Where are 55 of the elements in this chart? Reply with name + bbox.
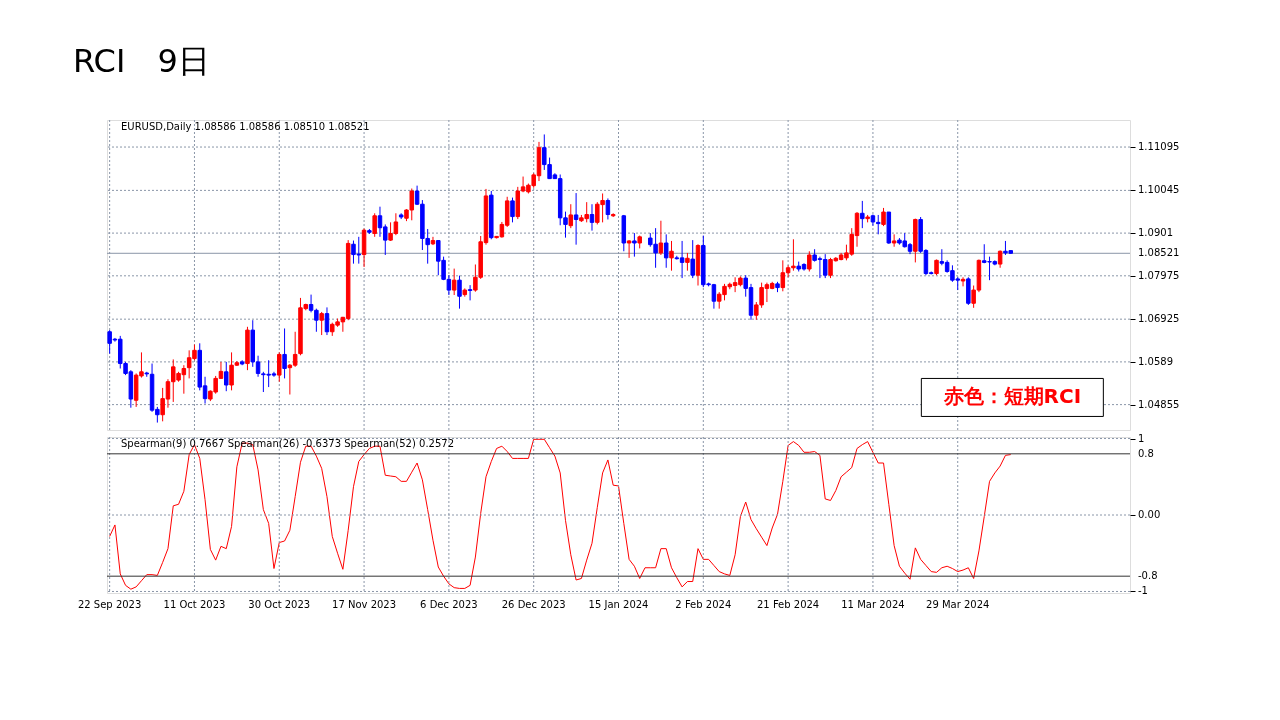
candlestick — [457, 275, 462, 310]
candlestick — [467, 284, 473, 301]
candlestick — [822, 253, 828, 279]
annotation: Spearman(9) 0.7667 Spearman(26) -0.6373 Spearman(52) 0.2572 — [121, 438, 455, 449]
y-tick-label: 1 — [1138, 432, 1145, 444]
y-tick-label: 1.11095 — [1138, 141, 1180, 153]
candlestick — [690, 239, 695, 279]
ref-line-label: -0.8 — [1138, 570, 1158, 582]
x-tick-label: 29 Mar 2024 — [926, 598, 990, 610]
annotation: EURUSD,Daily 1.08586 1.08586 1.08510 1.08521 — [121, 121, 370, 132]
candlestick — [875, 214, 881, 235]
x-tick-label: 11 Mar 2024 — [841, 598, 905, 610]
x-tick-label: 2 Feb 2024 — [675, 598, 732, 610]
x-tick-label: 21 Feb 2024 — [756, 598, 820, 610]
candlestick — [319, 311, 324, 336]
candlestick — [626, 239, 632, 259]
y-tick-label: 1.0589 — [1138, 355, 1173, 367]
candlestick — [891, 233, 897, 248]
candlestick — [960, 276, 966, 287]
x-tick-label: 26 Dec 2023 — [501, 598, 566, 610]
candlestick — [573, 192, 579, 246]
candlestick — [605, 197, 611, 220]
candlestick — [663, 233, 669, 269]
candlestick — [807, 250, 812, 272]
candlestick — [372, 212, 377, 238]
candlestick — [589, 203, 595, 232]
x-tick-label: 17 Nov 2023 — [332, 598, 397, 610]
chart-title: RCI 9日 — [72, 42, 210, 80]
candlestick — [632, 232, 637, 258]
x-tick-label: 11 Oct 2023 — [163, 598, 226, 610]
candlestick — [277, 351, 282, 383]
x-tick-label: 6 Dec 2023 — [420, 598, 478, 610]
candlestick — [881, 207, 886, 227]
y-tick-label: 1.06925 — [1138, 313, 1180, 325]
candlestick — [451, 268, 457, 296]
y-tick-label: 1.10045 — [1138, 184, 1180, 196]
line-series — [109, 438, 1012, 590]
x-tick-label: 15 Jan 2024 — [588, 598, 649, 610]
candlestick — [669, 240, 674, 272]
x-tick-label: 22 Sep 2023 — [77, 598, 142, 610]
y-tick-label: -1 — [1138, 585, 1148, 597]
y-tick-label: 0.00 — [1138, 509, 1161, 520]
y-tick-label: 1.04855 — [1138, 398, 1180, 410]
y-tick-label: 1.07975 — [1138, 269, 1180, 281]
candlestick — [860, 200, 865, 229]
annotation: 赤色：短期RCI — [942, 384, 1082, 409]
ref-line-label: 0.8 — [1138, 447, 1154, 459]
candlestick — [282, 327, 287, 379]
candlestick — [658, 220, 664, 256]
candlestick — [510, 197, 515, 223]
candlestick — [224, 361, 229, 392]
y-tick-label: 1.0901 — [1138, 227, 1173, 239]
candlestick — [568, 203, 574, 229]
x-tick-label: 30 Oct 2023 — [248, 598, 311, 610]
ref-line-label: 1.08521 — [1138, 247, 1180, 259]
